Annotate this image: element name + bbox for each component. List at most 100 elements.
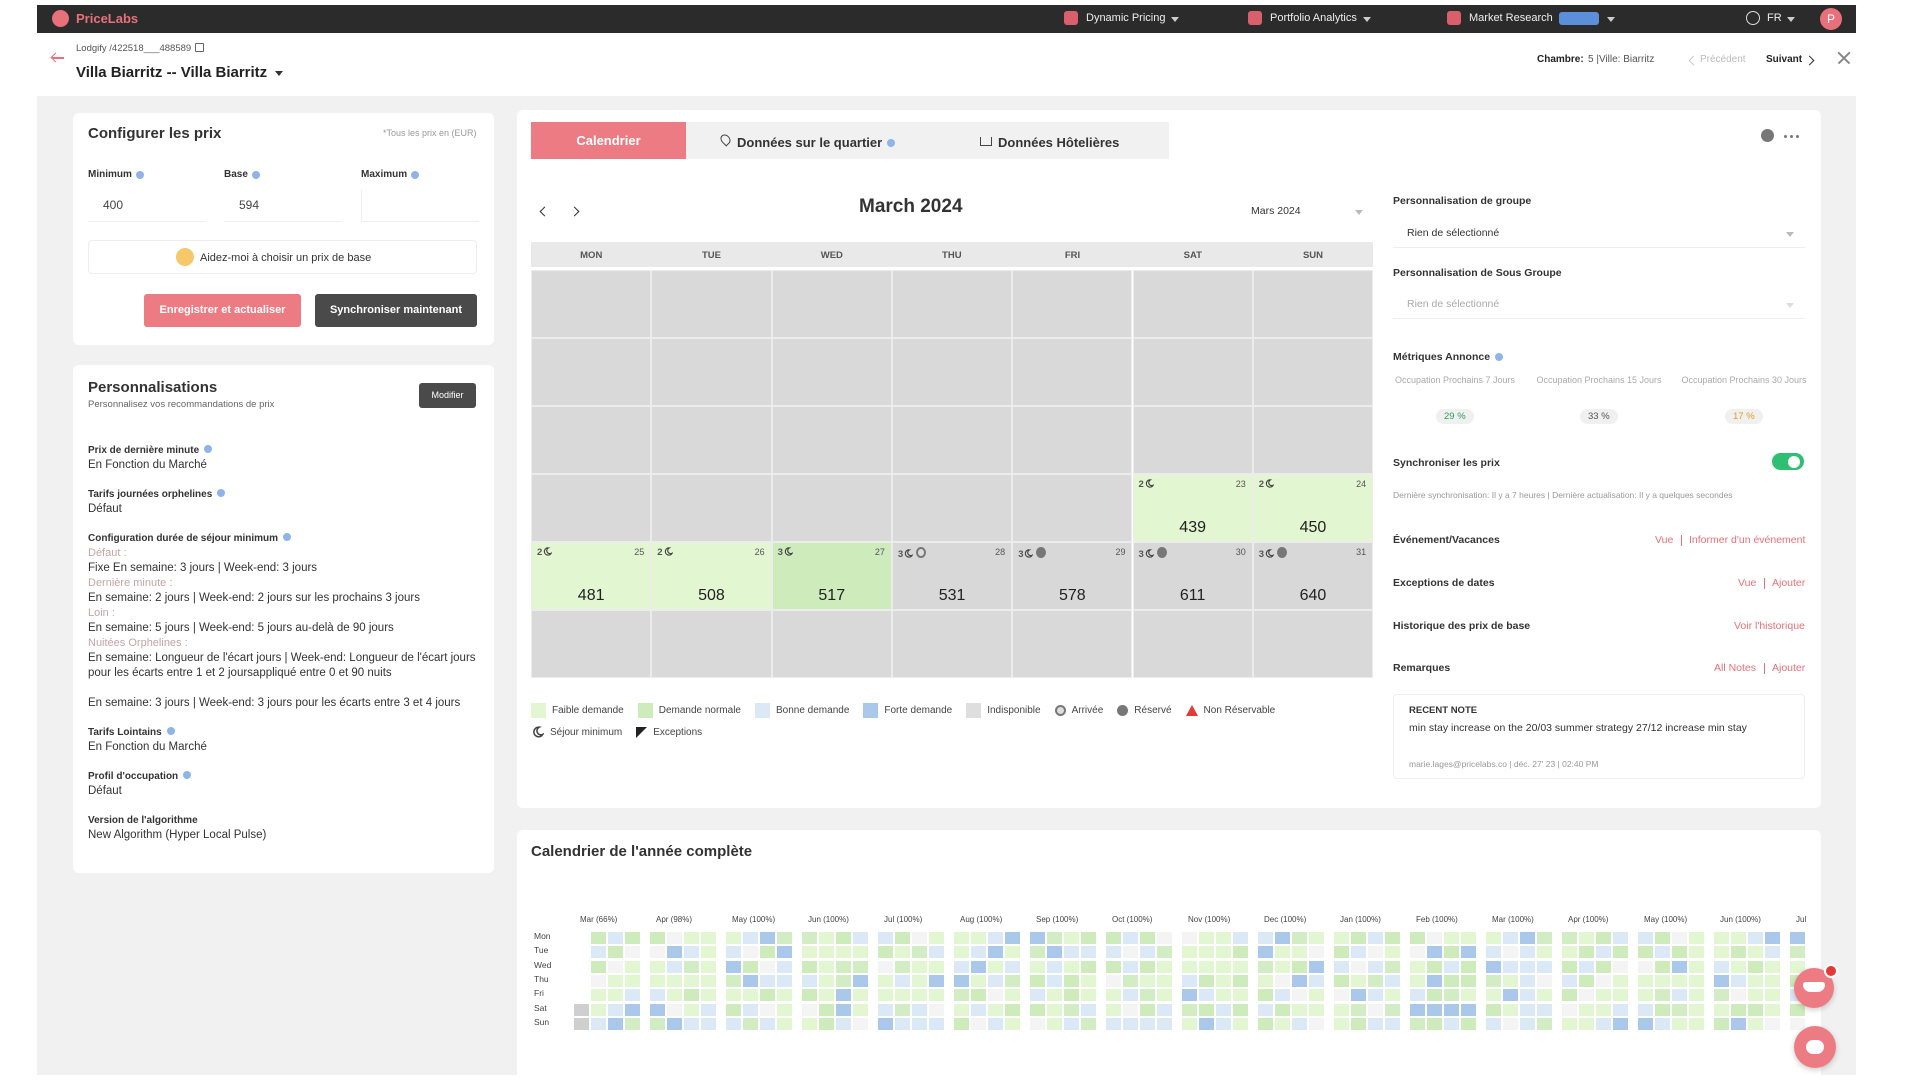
heatmap-cell xyxy=(878,1017,893,1030)
calendar-day[interactable]: 3 27 517 xyxy=(771,542,892,610)
calendar-day[interactable]: 2 25 481 xyxy=(531,542,652,610)
heatmap-cell xyxy=(1714,974,1729,987)
save-button[interactable]: Enregistrer et actualiser xyxy=(144,294,301,327)
side-link[interactable]: Voir l'historique xyxy=(1734,620,1805,632)
label-text: Prix de dernière minute xyxy=(88,445,200,456)
heatmap-cell xyxy=(1351,1017,1366,1030)
legend-item: Réservé xyxy=(1117,702,1172,718)
heatmap-month-label: Nov (100%) xyxy=(1188,915,1231,924)
info-button[interactable] xyxy=(1761,129,1774,142)
legend-label: Forte demande xyxy=(884,704,953,716)
weekday-label: SUN xyxy=(1302,250,1323,261)
listing-title[interactable]: Villa Biarritz -- Villa Biarritz xyxy=(76,64,268,81)
heatmap-cell xyxy=(1748,1017,1763,1030)
edit-button[interactable]: Modifier xyxy=(419,383,476,408)
user-avatar[interactable]: P xyxy=(1820,8,1842,30)
tab[interactable]: Données sur le quartier xyxy=(737,135,883,150)
heatmap-cell xyxy=(1689,974,1704,987)
heatmap-cell xyxy=(1672,974,1687,987)
heatmap-cell xyxy=(1537,974,1552,987)
heatmap-cell xyxy=(1427,989,1442,1002)
day-price: 531 xyxy=(938,587,966,604)
calendar-day xyxy=(771,406,892,474)
heatmap-cell xyxy=(574,960,589,973)
heatmap-cell xyxy=(1064,932,1079,944)
nav-menu-item[interactable]: Dynamic Pricing xyxy=(1086,12,1166,24)
heatmap-cell xyxy=(929,960,944,973)
day-price: 517 xyxy=(818,587,846,604)
back-arrow[interactable] xyxy=(52,57,64,59)
heatmap-cell xyxy=(853,1003,868,1016)
min-stay: 3 xyxy=(1018,549,1024,560)
calendar-day[interactable]: 3 31 640 xyxy=(1252,542,1374,610)
price-input[interactable] xyxy=(88,190,206,222)
heatmap-cell xyxy=(1486,946,1501,959)
more-dot[interactable] xyxy=(1784,135,1787,138)
price-input[interactable] xyxy=(361,190,479,222)
calendar-day xyxy=(651,270,772,338)
nav-menu-item[interactable]: Portfolio Analytics xyxy=(1270,12,1357,24)
heatmap-cell xyxy=(608,1003,623,1016)
heatmap-cell xyxy=(1537,989,1552,1002)
heatmap-cell xyxy=(1444,960,1459,973)
price-input[interactable] xyxy=(224,190,342,222)
heatmap-cell xyxy=(777,974,792,987)
more-dot[interactable] xyxy=(1796,135,1799,138)
language-select[interactable]: FR xyxy=(1767,12,1782,24)
heatmap-cell xyxy=(802,932,817,944)
heatmap-cell xyxy=(1613,974,1628,987)
price-value: 594 xyxy=(239,198,260,212)
heatmap-cell xyxy=(1216,932,1231,944)
menu-icon xyxy=(1064,11,1078,25)
help-box[interactable] xyxy=(88,240,477,274)
metric-value: 33 % xyxy=(1580,409,1618,424)
subgroup-select[interactable] xyxy=(1393,293,1805,319)
next-link[interactable]: Suivant xyxy=(1766,54,1803,65)
side-link[interactable]: Vue xyxy=(1655,534,1674,546)
heatmap-cell xyxy=(1613,1017,1628,1030)
day-price: 578 xyxy=(1058,587,1086,604)
heatmap-month-label: Apr (100%) xyxy=(1568,915,1609,924)
heatmap-cell xyxy=(1216,974,1231,987)
heatmap-cell xyxy=(1030,989,1045,1002)
sync-button[interactable]: Synchroniser maintenant xyxy=(315,294,477,327)
calendar-day xyxy=(531,474,652,542)
tab[interactable]: Données Hôtelières xyxy=(998,135,1120,150)
nav-menu-item[interactable]: Market Research xyxy=(1469,12,1553,24)
heatmap-cell xyxy=(1140,960,1155,973)
group-select[interactable] xyxy=(1393,222,1805,248)
heatmap-cell xyxy=(760,989,775,1002)
side-link[interactable]: Ajouter xyxy=(1772,662,1806,674)
calendar-day[interactable]: 2 26 508 xyxy=(651,542,772,610)
heatmap-cell xyxy=(1731,974,1746,987)
label-text: Version de l'algorithme xyxy=(88,815,198,826)
heatmap-cell xyxy=(1672,1003,1687,1016)
heatmap-cell xyxy=(1309,989,1324,1002)
heatmap-cell xyxy=(1233,960,1248,973)
heatmap-cell xyxy=(836,974,851,987)
heatmap-cell xyxy=(1385,974,1400,987)
heatmap-cell xyxy=(667,1017,682,1030)
side-link[interactable]: All Notes xyxy=(1714,662,1757,674)
calendar-day[interactable]: 2 23 439 xyxy=(1132,474,1253,542)
month-select[interactable]: Mars 2024 xyxy=(1251,205,1301,217)
heatmap-cell xyxy=(1410,974,1425,987)
heatmap-cell xyxy=(1081,932,1096,944)
heatmap-cell xyxy=(684,946,699,959)
side-link[interactable]: Informer d'un événement xyxy=(1689,534,1806,546)
tab-active[interactable]: Calendrier xyxy=(531,122,686,159)
calendar-day xyxy=(1132,610,1253,678)
previous-link[interactable]: Précédent xyxy=(1700,54,1746,65)
side-link[interactable]: Ajouter xyxy=(1772,577,1806,589)
heatmap-cell xyxy=(1199,989,1214,1002)
more-dot[interactable] xyxy=(1790,135,1793,138)
heatmap-cell xyxy=(1520,1017,1535,1030)
heatmap-cell xyxy=(1258,946,1273,959)
calendar-day[interactable]: 2 24 450 xyxy=(1252,474,1374,542)
side-link[interactable]: Vue xyxy=(1738,577,1757,589)
calendar-day[interactable]: 3 28 531 xyxy=(891,542,1013,610)
calendar-day[interactable]: 3 30 611 xyxy=(1132,542,1253,610)
calendar-day xyxy=(531,610,652,678)
heatmap-cell xyxy=(878,1003,893,1016)
calendar-day[interactable]: 3 29 578 xyxy=(1012,542,1133,610)
